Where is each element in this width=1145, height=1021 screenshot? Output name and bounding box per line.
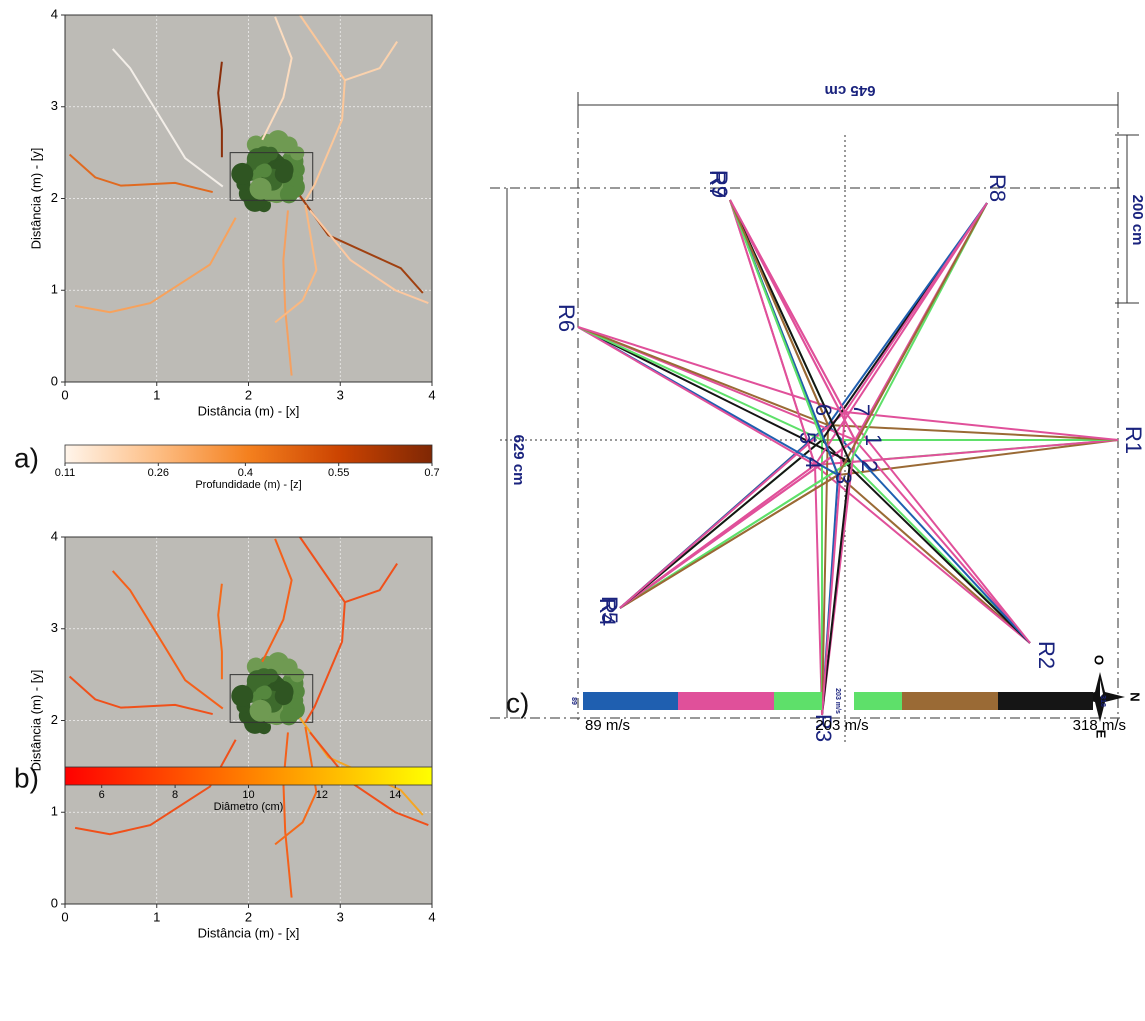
- tree-canopy: [258, 686, 272, 700]
- colorbar: [65, 767, 432, 785]
- tree-canopy: [258, 164, 272, 178]
- tree-canopy: [231, 685, 253, 707]
- scale-segment: [998, 692, 1093, 710]
- x-axis-label: Distância (m) - [x]: [198, 925, 300, 940]
- scale-label: 203 m/s: [815, 717, 868, 734]
- dimension-label: 200 cm: [1129, 195, 1145, 246]
- colorbar-label: Profundidade (m) - [z]: [195, 479, 301, 491]
- ray-path: [620, 475, 838, 608]
- colorbar-tick-label: 8: [172, 789, 178, 801]
- x-tick-label: 2: [245, 387, 252, 402]
- ray-path: [828, 203, 987, 425]
- ray-path: [578, 327, 828, 425]
- x-tick-label: 1: [153, 387, 160, 402]
- ray-path: [815, 465, 822, 715]
- colorbar-tick-label: 0.4: [238, 467, 253, 479]
- point-label: 4: [801, 457, 826, 469]
- dimension-label: 645 cm: [825, 82, 876, 99]
- point-label: 3: [831, 472, 856, 484]
- colorbar-tick-label: 0.55: [328, 467, 349, 479]
- colorbar-tick-label: 12: [316, 789, 328, 801]
- figure: a) b) c) 645 cm 200 cm 629 cm O S N E 01…: [0, 0, 1145, 1016]
- x-axis-label: Distância (m) - [x]: [198, 403, 300, 418]
- tree-canopy: [290, 668, 304, 682]
- y-tick-label: 4: [51, 6, 58, 21]
- y-tick-label: 2: [51, 190, 58, 205]
- panel-label: c): [506, 687, 529, 718]
- y-tick-label: 0: [51, 373, 58, 388]
- sensor-label: R5: [597, 596, 622, 624]
- tree-canopy: [264, 669, 278, 683]
- x-tick-label: 4: [428, 387, 435, 402]
- colorbar: [65, 445, 432, 463]
- tree-canopy: [250, 700, 272, 722]
- scale-segment: [854, 692, 902, 710]
- scale-small-label: 318: [1099, 695, 1106, 707]
- tree-canopy: [275, 165, 293, 183]
- colorbar-tick-label: 0.26: [148, 467, 169, 479]
- y-axis-label: Distância (m) - [y]: [28, 148, 43, 250]
- ray-path: [838, 475, 1030, 643]
- colorbar-tick-label: 14: [389, 789, 401, 801]
- y-axis-label: Distância (m) - [y]: [28, 670, 43, 772]
- scale-small-label: 89: [570, 697, 577, 705]
- point-label: 6: [811, 404, 836, 416]
- x-tick-label: 3: [337, 909, 344, 924]
- x-tick-label: 1: [153, 909, 160, 924]
- colorbar-tick-label: 10: [242, 789, 254, 801]
- ray-path: [620, 465, 815, 608]
- sensor-label: R9: [707, 170, 732, 198]
- colorbar-tick-label: 0.7: [424, 467, 439, 479]
- y-tick-label: 0: [51, 895, 58, 910]
- sensor-label: R1: [1121, 426, 1145, 454]
- colorbar-label: Diâmetro (cm): [214, 801, 284, 813]
- y-tick-label: 1: [51, 282, 58, 297]
- y-tick-label: 1: [51, 804, 58, 819]
- tree-canopy: [250, 178, 272, 200]
- ray-paths: [578, 200, 1118, 715]
- tree-canopy: [290, 146, 304, 160]
- scale-segment: [678, 692, 774, 710]
- scale-small-label: 203 m/s: [834, 688, 841, 714]
- colorbar-tick-label: 6: [99, 789, 105, 801]
- y-tick-label: 3: [51, 620, 58, 635]
- ray-path: [845, 412, 1030, 643]
- sensor-label: R6: [554, 304, 579, 332]
- tree-canopy: [231, 163, 253, 185]
- x-tick-label: 4: [428, 909, 435, 924]
- x-tick-label: 2: [245, 909, 252, 924]
- ray-path: [838, 203, 987, 475]
- x-tick-label: 0: [61, 387, 68, 402]
- compass-label: O: [1092, 655, 1107, 665]
- point-label: 5: [795, 432, 820, 444]
- panel-label: a): [14, 442, 39, 473]
- y-tick-label: 4: [51, 528, 58, 543]
- scale-segment: [774, 692, 822, 710]
- x-tick-label: 0: [61, 909, 68, 924]
- sensor-label: R2: [1034, 641, 1059, 669]
- y-tick-label: 3: [51, 98, 58, 113]
- x-tick-label: 3: [337, 387, 344, 402]
- sensor-label: R8: [985, 174, 1010, 202]
- ray-path: [828, 425, 1030, 643]
- colorbar-tick-label: 0.11: [55, 467, 76, 479]
- point-label: 1: [861, 434, 886, 446]
- scale-label: 89 m/s: [585, 717, 630, 734]
- ray-path: [845, 203, 987, 412]
- scale-segment: [583, 692, 678, 710]
- y-tick-label: 2: [51, 712, 58, 727]
- tree-canopy: [275, 687, 293, 705]
- point-label: 2: [857, 460, 882, 472]
- scale-label: 318 m/s: [1073, 717, 1126, 734]
- compass-label: N: [1128, 692, 1143, 701]
- point-label: 7: [849, 404, 874, 416]
- ray-path: [822, 440, 1030, 643]
- scale-segment: [902, 692, 998, 710]
- ray-path: [578, 327, 815, 465]
- dimension-label: 629 cm: [510, 435, 527, 486]
- tree-canopy: [264, 147, 278, 161]
